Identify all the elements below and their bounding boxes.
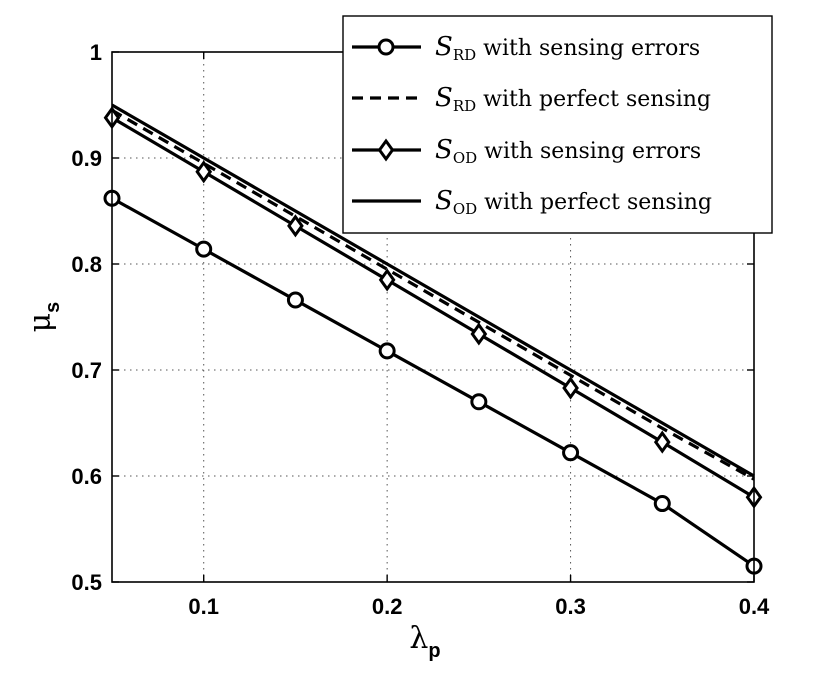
- series-s-od-with-sensing-errors: [103, 106, 763, 509]
- x-axis-label: λp: [409, 621, 440, 662]
- legend-label: SOD with perfect sensing: [435, 186, 712, 218]
- legend-item: SOD with sensing errors: [352, 135, 701, 167]
- x-tick-label: 0.4: [739, 594, 770, 619]
- data-point: [195, 160, 213, 184]
- legend: SRD with sensing errors SRD with perfect …: [342, 15, 773, 234]
- y-tick-label: 0.5: [71, 570, 102, 595]
- data-point: [378, 268, 396, 292]
- data-point: [562, 376, 579, 400]
- x-tick-label: 0.2: [372, 594, 403, 619]
- ticks: 0.1 0.2 0.3 0.4 0.5 0.6 0.7 0.8 0.9 1: [71, 40, 770, 619]
- legend-marker: [377, 138, 395, 162]
- legend-item: SOD with perfect sensing: [352, 186, 712, 218]
- series-layer: [103, 103, 763, 575]
- legend-marker: [377, 38, 395, 56]
- data-point: [562, 444, 580, 462]
- y-tick-label: 0.7: [71, 358, 102, 383]
- x-tick-label: 0.1: [188, 594, 219, 619]
- legend-label: SRD with sensing errors: [435, 32, 700, 64]
- y-axis-label: μs: [23, 302, 64, 333]
- series-line: [111, 116, 755, 499]
- series-s-od-with-perfect-sensing: [111, 103, 755, 478]
- legend-label: SRD with perfect sensing: [435, 83, 711, 115]
- data-point: [378, 342, 396, 360]
- series-line: [111, 196, 755, 568]
- legend-item: SRD with sensing errors: [352, 32, 700, 64]
- legend-label: SOD with sensing errors: [435, 135, 701, 167]
- series-line: [111, 108, 755, 481]
- data-point: [287, 214, 304, 238]
- data-point: [653, 430, 671, 454]
- y-tick-label: 0.8: [71, 252, 102, 277]
- series-s-rd-with-sensing-errors: [103, 189, 763, 575]
- data-point: [286, 291, 304, 309]
- data-point: [653, 495, 671, 513]
- data-point: [195, 240, 213, 258]
- data-point: [470, 393, 488, 411]
- y-tick-label: 0.9: [71, 146, 102, 171]
- data-point: [470, 322, 488, 346]
- y-tick-label: 0.6: [71, 464, 102, 489]
- x-tick-label: 0.3: [555, 594, 586, 619]
- legend-item: SRD with perfect sensing: [352, 83, 711, 115]
- legend-box: [342, 15, 773, 234]
- series-s-rd-with-perfect-sensing: [111, 108, 755, 481]
- series-line: [111, 103, 755, 478]
- y-tick-label: 1: [90, 40, 102, 65]
